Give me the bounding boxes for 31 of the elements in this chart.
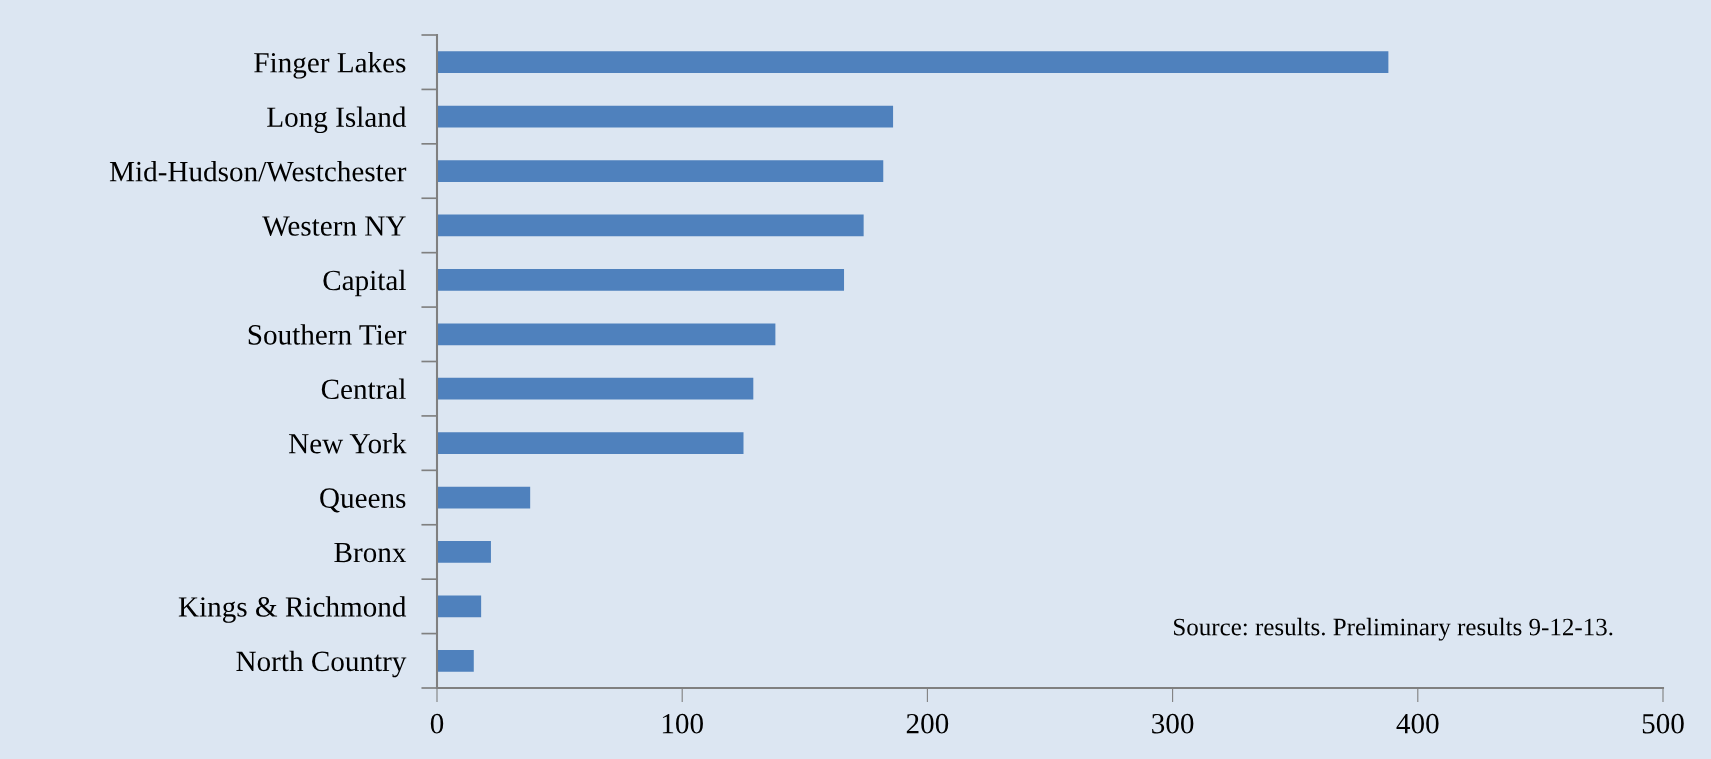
bar — [437, 649, 474, 672]
y-tick-label: Bronx — [334, 542, 407, 563]
annotation: Source: results. Preliminary results 9-12-13. — [1174, 617, 1613, 641]
x-tick-label: 0 — [430, 713, 444, 734]
y-tick-label: Western NY — [262, 216, 406, 237]
bar — [437, 377, 754, 400]
y-tick-label: Central — [321, 378, 406, 400]
x-tick-label: 200 — [906, 713, 949, 734]
bar — [437, 323, 776, 346]
bar — [437, 268, 845, 291]
y-tick-label: Long Island — [267, 106, 407, 134]
y-tick-label: Southern Tier — [248, 324, 407, 345]
y-tick-label: North Country — [236, 650, 407, 678]
y-tick-label: Capital — [323, 269, 406, 297]
y-tick-label: Mid-Hudson/Westchester — [109, 160, 407, 182]
x-tick-label: 500 — [1642, 713, 1684, 734]
y-tick-label: Finger Lakes — [254, 52, 406, 79]
bar — [437, 160, 884, 182]
y-tick-label: Queens — [320, 488, 406, 513]
y-tick-label: Kings & Richmond — [178, 596, 407, 623]
bar — [437, 432, 744, 455]
bar — [437, 51, 1389, 74]
y-tick-label: New York — [288, 433, 407, 454]
bar — [437, 541, 491, 563]
x-tick-label: 100 — [662, 713, 703, 734]
bar — [437, 595, 482, 618]
bar — [437, 214, 864, 237]
x-tick-label: 400 — [1396, 713, 1439, 734]
x-tick-label: 300 — [1152, 713, 1194, 734]
bar — [437, 486, 531, 509]
bar — [437, 105, 894, 128]
